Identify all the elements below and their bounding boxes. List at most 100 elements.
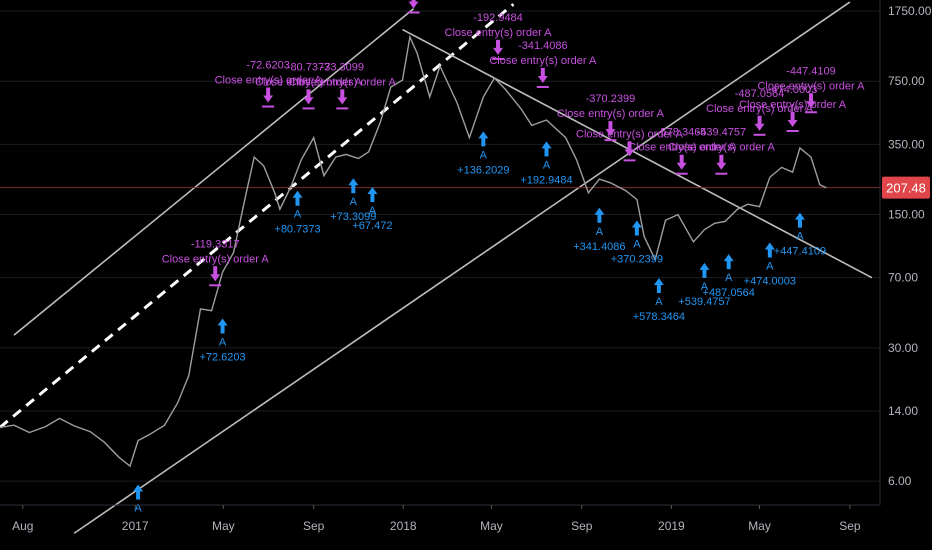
price-tick-label: 350.00 (888, 137, 925, 151)
sell-bar-marker (715, 172, 728, 175)
sell-bar-marker (209, 284, 222, 287)
time-tick-label: Sep (571, 519, 593, 533)
sell-signal-pnl: -474.0003 (768, 84, 818, 96)
buy-signal-pnl: +487.0564 (703, 287, 755, 299)
sell-bar-marker (753, 133, 766, 136)
sell-bar-marker (786, 129, 799, 132)
sell-arrow-icon (210, 266, 221, 282)
buy-signal-label: A (294, 209, 302, 221)
sell-signal-label: Close entry(s) order A (445, 27, 553, 39)
sell-signal-label: Close entry(s) order A (289, 76, 397, 88)
sell-signal-pnl: -80.7373 (287, 61, 330, 73)
sell-arrow-icon (493, 39, 504, 55)
time-tick-label: Sep (303, 519, 325, 533)
sell-signal-pnl: -341.4086 (518, 40, 568, 52)
buy-signal-label: A (655, 296, 663, 308)
buy-signal-pnl: +341.4086 (573, 241, 625, 253)
sell-arrow-icon (408, 0, 419, 9)
buy-signal-pnl: +447.4109 (774, 246, 826, 258)
price-tick-label: 6.00 (888, 474, 912, 488)
sell-arrow-icon (805, 93, 816, 109)
trend-lines (0, 1, 880, 534)
sell-bar-marker (302, 107, 315, 110)
time-tick-label: May (480, 519, 503, 533)
buy-signal-pnl: +67.472 (352, 220, 392, 232)
sell-arrow-icon (605, 121, 616, 137)
time-tick-label: May (748, 519, 771, 533)
sell-bar-marker (675, 172, 688, 175)
sell-arrow-icon (754, 115, 765, 131)
sell-bar-marker (407, 11, 420, 14)
channel-line (73, 1, 851, 534)
sell-arrow-icon (263, 87, 274, 103)
sell-bar-marker (604, 139, 617, 142)
price-line (0, 34, 827, 468)
buy-signal-label: A (134, 502, 142, 514)
channel-line (402, 28, 873, 279)
time-tick-label: 2019 (658, 519, 685, 533)
sell-signal-label: Close entry(s) order A (739, 99, 847, 111)
sell-signal-pnl: -370.2399 (586, 93, 636, 105)
buy-signal-pnl: +370.2399 (611, 254, 663, 266)
buy-signal-label: A (350, 196, 358, 208)
grid-lines (0, 10, 880, 482)
sell-bar-marker (492, 57, 505, 60)
sell-signal-pnl: -539.4757 (697, 127, 747, 139)
sell-signal-label: Close entry(s) order A (255, 76, 363, 88)
buy-arrow-icon (367, 186, 378, 202)
time-axis[interactable]: Aug 2017 May Sep 2018 May Sep 2019 May Sep (12, 505, 861, 533)
sell-signal-pnl: -578.3464 (657, 127, 707, 139)
last-price-marker: 207.48 (882, 176, 930, 199)
buy-signal-label: A (766, 261, 774, 273)
sell-signal-label: Close entry(s) order A (557, 108, 665, 120)
time-tick-label: 2018 (390, 519, 417, 533)
buy-signal-label: A (796, 231, 804, 243)
sell-arrow-icon (337, 89, 348, 105)
buy-arrow-icon (133, 484, 144, 500)
buy-signal-label: A (480, 149, 488, 161)
sell-bar-marker (536, 85, 549, 88)
dashed-midline (0, 3, 515, 429)
sell-signal-pnl: -72.6203 (246, 60, 289, 72)
price-axis[interactable]: 1750.00 750.00 350.00 150.00 70.00 30.00 14.00… (888, 4, 932, 488)
sell-bar-marker (262, 105, 275, 108)
price-tick-label: 30.00 (888, 341, 918, 355)
buy-signal-label: A (725, 272, 733, 284)
sell-arrow-icon (676, 154, 687, 170)
sell-signal-label: Close entry(s) order A (628, 142, 736, 154)
sell-signal-pnl: -447.4109 (786, 65, 836, 77)
sell-arrow-icon (787, 111, 798, 127)
price-tick-label: 14.00 (888, 404, 918, 418)
last-price-badge (882, 176, 930, 199)
sell-arrow-icon (624, 141, 635, 157)
buy-signal-pnl: +539.4757 (678, 296, 730, 308)
buy-signal-pnl: +136.2029 (457, 164, 509, 176)
buy-arrow-icon (764, 242, 775, 258)
sell-signal-label: Close entry(s) order A (489, 55, 597, 67)
sell-arrow-icon (716, 154, 727, 170)
buy-arrow-icon (292, 190, 303, 206)
price-series (0, 34, 827, 468)
time-tick-label: Sep (839, 519, 861, 533)
buy-signal-pnl: +80.7373 (274, 224, 320, 236)
sell-signal-pnl: -73.3099 (321, 61, 364, 73)
sell-signal-label: Close entry(s) order A (215, 75, 323, 87)
sell-signal-label: Close entry(s) order A (576, 128, 684, 140)
price-tick-label: 70.00 (888, 271, 918, 285)
time-tick-label: Aug (12, 519, 33, 533)
sell-arrow-icon (303, 89, 314, 105)
sell-bar-marker (804, 111, 817, 114)
sell-bar-marker (336, 107, 349, 110)
sell-signal-label: Close entry(s) order A (757, 80, 865, 92)
last-price-value: 207.48 (886, 181, 926, 196)
time-tick-label: May (212, 519, 235, 533)
buy-signal-label: A (219, 336, 227, 348)
price-tick-label: 150.00 (888, 208, 925, 222)
buy-arrow-icon (653, 277, 664, 293)
channel-line (13, 8, 415, 336)
buy-arrow-icon (478, 131, 489, 147)
buy-arrow-icon (631, 220, 642, 236)
sell-arrow-icon (537, 67, 548, 83)
